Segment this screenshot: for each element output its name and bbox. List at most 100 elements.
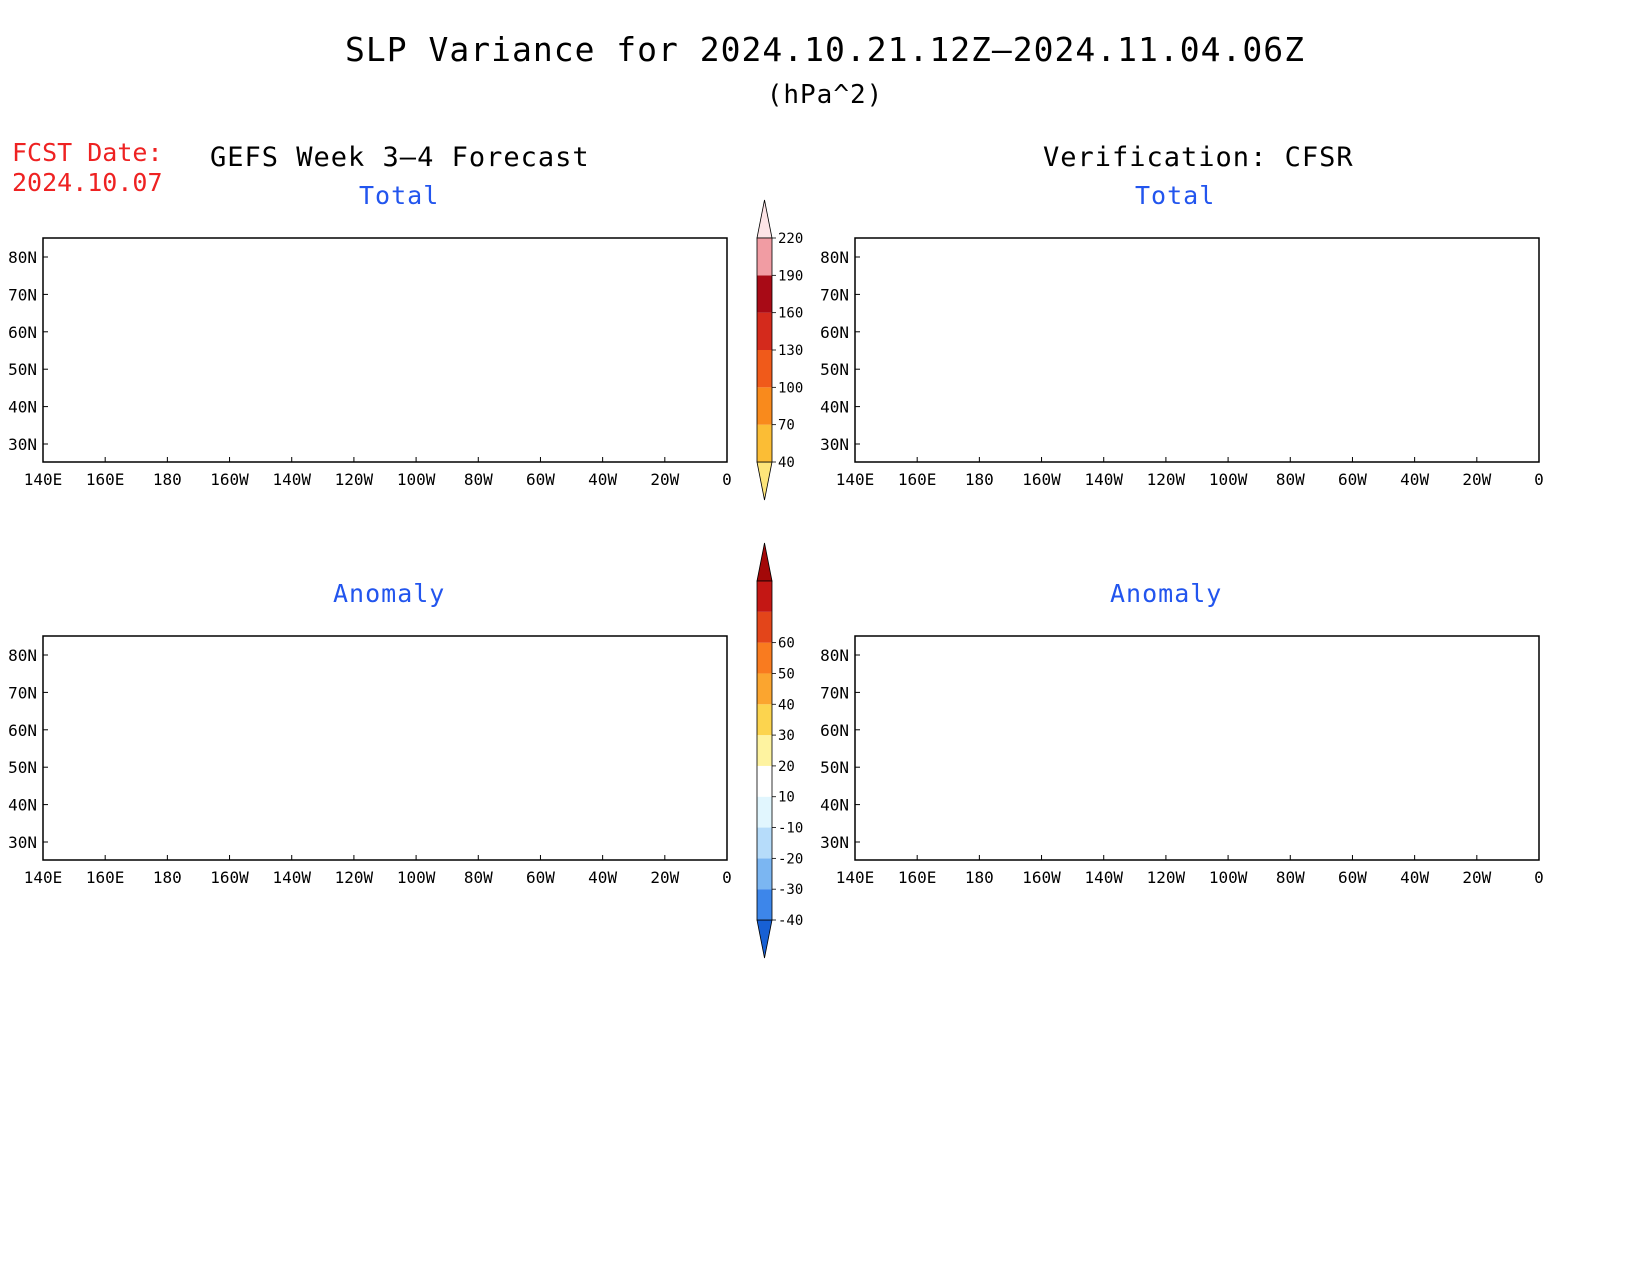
lon-label: 160W bbox=[210, 868, 249, 887]
colorbar-label: -10 bbox=[778, 821, 803, 837]
verification-total-map bbox=[854, 237, 1540, 463]
lat-label: 40N bbox=[8, 398, 37, 417]
colorbar-extend-low bbox=[756, 461, 773, 501]
lon-label: 140E bbox=[24, 470, 63, 489]
lat-label: 30N bbox=[8, 833, 37, 852]
anomaly-colorbar: -40 -30 -20 -10 10 20 30 40 50 60 bbox=[756, 542, 803, 959]
colorbar-label: 220 bbox=[778, 231, 803, 247]
lat-label: 50N bbox=[8, 758, 37, 777]
lon-label: 160W bbox=[1022, 868, 1061, 887]
lon-label: 80W bbox=[464, 868, 493, 887]
colorbar-swatch bbox=[757, 424, 772, 462]
forecast-total-map bbox=[42, 237, 728, 463]
lat-label: 40N bbox=[8, 796, 37, 815]
lon-label: 100W bbox=[397, 868, 436, 887]
lon-label: 100W bbox=[397, 470, 436, 489]
forecast-column-title: GEFS Week 3–4 Forecast bbox=[210, 142, 590, 173]
lon-label: 80W bbox=[1276, 868, 1305, 887]
colorbar-label: 130 bbox=[778, 343, 803, 359]
lon-label: 180 bbox=[153, 868, 182, 887]
lon-label: 0 bbox=[722, 868, 732, 887]
colorbar-swatch bbox=[757, 611, 772, 643]
lat-label: 60N bbox=[8, 323, 37, 342]
panel-title-verification-total: Total bbox=[1135, 181, 1216, 210]
lon-label: 100W bbox=[1209, 470, 1248, 489]
colorbar-swatch bbox=[757, 858, 772, 890]
lon-label: 60W bbox=[526, 470, 555, 489]
lon-label: 0 bbox=[722, 470, 732, 489]
fcst-date-value: 2024.10.07 bbox=[12, 168, 163, 197]
lon-label: 160E bbox=[898, 470, 937, 489]
colorbar-swatch bbox=[757, 673, 772, 705]
colorbar-label: 40 bbox=[778, 455, 795, 471]
colorbar-label: -40 bbox=[778, 913, 803, 929]
lon-label: 40W bbox=[1400, 868, 1429, 887]
colorbar-extend-high bbox=[756, 199, 773, 239]
colorbar-swatch bbox=[757, 238, 772, 276]
colorbar-label: 60 bbox=[778, 636, 795, 652]
colorbar-swatch bbox=[757, 796, 772, 828]
lat-label: 80N bbox=[8, 248, 37, 267]
lon-label: 120W bbox=[1147, 470, 1186, 489]
main-title: SLP Variance for 2024.10.21.12Z–2024.11.… bbox=[345, 30, 1305, 69]
lon-label: 80W bbox=[1276, 470, 1305, 489]
lat-label: 70N bbox=[8, 683, 37, 702]
colorbar-swatch bbox=[757, 827, 772, 859]
lon-label: 20W bbox=[1462, 470, 1491, 489]
lat-label: 70N bbox=[8, 285, 37, 304]
colorbar-swatch bbox=[757, 275, 772, 313]
panel-title-forecast-total: Total bbox=[359, 181, 440, 210]
colorbar-swatch bbox=[757, 704, 772, 736]
colorbar-label: 100 bbox=[778, 380, 803, 396]
colorbar-label: 40 bbox=[778, 697, 795, 713]
lat-label: 80N bbox=[820, 248, 849, 267]
lon-label: 80W bbox=[464, 470, 493, 489]
forecast-anomaly-map bbox=[42, 635, 728, 861]
fcst-date-label: FCST Date: 2024.10.07 bbox=[12, 138, 163, 198]
lon-label: 180 bbox=[153, 470, 182, 489]
lon-label: 40W bbox=[588, 868, 617, 887]
lon-label: 160W bbox=[1022, 470, 1061, 489]
colorbar-label: 20 bbox=[778, 759, 795, 775]
panel-title-verification-anomaly: Anomaly bbox=[1110, 579, 1223, 608]
colorbar-extend-low bbox=[756, 919, 773, 959]
lat-label: 40N bbox=[820, 796, 849, 815]
colorbar-label: 50 bbox=[778, 666, 795, 682]
colorbar-label: 30 bbox=[778, 728, 795, 744]
map-axes: 80N 70N 60N 50N 40N 30N 140E 160E 180 160W 140W 120… bbox=[8, 248, 1544, 887]
lon-label: 140E bbox=[836, 868, 875, 887]
lon-label: 160W bbox=[210, 470, 249, 489]
lon-label: 120W bbox=[1147, 868, 1186, 887]
lat-label: 60N bbox=[820, 721, 849, 740]
lat-label: 60N bbox=[8, 721, 37, 740]
lon-label: 120W bbox=[335, 868, 374, 887]
lon-label: 0 bbox=[1534, 868, 1544, 887]
lat-label: 50N bbox=[8, 360, 37, 379]
lat-label: 60N bbox=[820, 323, 849, 342]
main-units: (hPa^2) bbox=[766, 80, 884, 110]
verification-anomaly-map bbox=[854, 635, 1540, 861]
colorbar-swatch bbox=[757, 350, 772, 388]
lon-label: 140W bbox=[1084, 470, 1123, 489]
lon-label: 140E bbox=[24, 868, 63, 887]
colorbar-swatch bbox=[757, 581, 772, 612]
lat-label: 50N bbox=[820, 360, 849, 379]
colorbar-label: 70 bbox=[778, 418, 795, 434]
lat-label: 80N bbox=[820, 646, 849, 665]
total-colorbar: 40 70 100 130 160 190 220 bbox=[756, 199, 803, 501]
lon-label: 20W bbox=[650, 868, 679, 887]
panel-title-forecast-anomaly: Anomaly bbox=[333, 579, 446, 608]
lon-label: 120W bbox=[335, 470, 374, 489]
lon-label: 60W bbox=[1338, 470, 1367, 489]
lon-label: 160E bbox=[86, 470, 125, 489]
lon-label: 180 bbox=[965, 470, 994, 489]
colorbar-swatch bbox=[757, 735, 772, 766]
lon-label: 160E bbox=[898, 868, 937, 887]
lon-label: 20W bbox=[650, 470, 679, 489]
lon-label: 40W bbox=[588, 470, 617, 489]
lon-label: 140E bbox=[836, 470, 875, 489]
colorbar-swatch bbox=[757, 387, 772, 425]
colorbar-label: 10 bbox=[778, 790, 795, 806]
colorbar-label: -20 bbox=[778, 851, 803, 867]
